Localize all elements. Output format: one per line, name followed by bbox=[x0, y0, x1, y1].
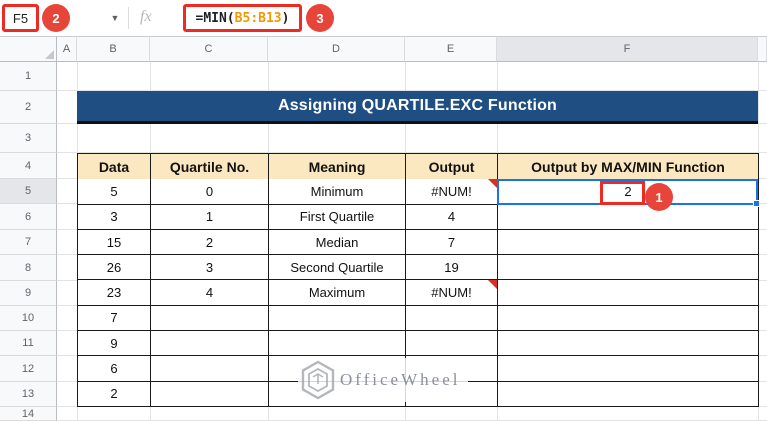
table-cell-r9c5[interactable] bbox=[498, 280, 759, 306]
column-header-e[interactable]: E bbox=[405, 36, 497, 62]
formula-input[interactable]: =MIN(B5:B13) bbox=[183, 4, 302, 32]
annotation-step-3-label: 3 bbox=[316, 10, 324, 26]
column-header-b[interactable]: B bbox=[77, 36, 150, 62]
table-cell-r7c1[interactable]: 15 bbox=[78, 229, 151, 256]
officewheel-watermark: OfficeWheel bbox=[298, 358, 469, 402]
table-cell-r13c5[interactable] bbox=[498, 381, 759, 407]
row-header-3[interactable]: 3 bbox=[0, 124, 57, 153]
table-cell-r13c1[interactable]: 2 bbox=[78, 381, 151, 407]
table-cell-r6c2[interactable]: 1 bbox=[151, 204, 269, 230]
banner-title: Assigning QUARTILE.EXC Function bbox=[277, 97, 558, 114]
table-header-5[interactable]: Output by MAX/MIN Function bbox=[498, 154, 759, 180]
table-header-1[interactable]: Data bbox=[78, 154, 151, 180]
table-cell-r7c3[interactable]: Median bbox=[269, 229, 406, 256]
table-header-3[interactable]: Meaning bbox=[269, 154, 406, 180]
table-cell-r10c4[interactable] bbox=[406, 305, 498, 332]
select-all-corner[interactable] bbox=[0, 36, 57, 62]
row-header-9[interactable]: 9 bbox=[0, 281, 57, 306]
row-header-4[interactable]: 4 bbox=[0, 153, 57, 179]
annotation-step-2-badge: 2 bbox=[42, 4, 70, 32]
column-header-c[interactable]: C bbox=[150, 36, 268, 62]
formula-prefix: =MIN( bbox=[195, 10, 235, 26]
error-note-corner-icon bbox=[488, 179, 497, 189]
table-cell-r7c5[interactable] bbox=[498, 229, 759, 256]
column-header-d[interactable]: D bbox=[268, 36, 405, 62]
table-cell-r8c2[interactable]: 3 bbox=[151, 255, 269, 281]
column-header-partial[interactable] bbox=[758, 36, 767, 62]
fx-glyph: fx bbox=[140, 8, 152, 25]
table-cell-r7c2[interactable]: 2 bbox=[151, 229, 269, 256]
row-header-7[interactable]: 7 bbox=[0, 230, 57, 255]
table-cell-r8c1[interactable]: 26 bbox=[78, 255, 151, 281]
annotation-step-3-badge: 3 bbox=[306, 4, 334, 32]
table-header-4[interactable]: Output bbox=[406, 154, 498, 180]
table-cell-r9c4[interactable]: #NUM! bbox=[406, 280, 498, 306]
table-cell-r11c3[interactable] bbox=[269, 331, 406, 357]
annotation-step-1-label: 1 bbox=[655, 189, 663, 205]
formula-bar: F5 2 ▼ fx =MIN(B5:B13) 3 bbox=[0, 0, 767, 36]
row-header-10[interactable]: 10 bbox=[0, 306, 57, 331]
watermark-text: OfficeWheel bbox=[340, 370, 461, 389]
annotation-step-1-badge: 1 bbox=[645, 183, 673, 211]
table-cell-r8c3[interactable]: Second Quartile bbox=[269, 255, 406, 281]
row-header-11[interactable]: 11 bbox=[0, 331, 57, 356]
table-cell-r11c2[interactable] bbox=[151, 331, 269, 357]
table-cell-r5c4[interactable]: #NUM! bbox=[406, 179, 498, 205]
table-cell-r13c2[interactable] bbox=[151, 381, 269, 407]
table-cell-r12c1[interactable]: 6 bbox=[78, 356, 151, 382]
row-header-13[interactable]: 13 bbox=[0, 382, 57, 407]
formula-suffix: ) bbox=[281, 10, 290, 26]
name-box-value: F5 bbox=[12, 10, 29, 26]
table-cell-r6c3[interactable]: First Quartile bbox=[269, 204, 406, 230]
table-cell-r10c2[interactable] bbox=[151, 305, 269, 332]
officewheel-hexagon-logo bbox=[301, 360, 335, 400]
row-header-1[interactable]: 1 bbox=[0, 62, 57, 91]
fx-icon: fx bbox=[140, 8, 152, 26]
caret-glyph: ▼ bbox=[110, 13, 120, 23]
formula-range: B5:B13 bbox=[234, 10, 282, 26]
table-cell-r8c4[interactable]: 19 bbox=[406, 255, 498, 281]
table-cell-r10c5[interactable] bbox=[498, 305, 759, 332]
table-cell-r6c5[interactable] bbox=[498, 204, 759, 230]
annotation-step-2-label: 2 bbox=[52, 10, 60, 26]
formula-bar-divider bbox=[128, 7, 129, 29]
table-cell-r10c1[interactable]: 7 bbox=[78, 305, 151, 332]
table-cell-r10c3[interactable] bbox=[269, 305, 406, 332]
table-cell-r11c5[interactable] bbox=[498, 331, 759, 357]
table-cell-r12c5[interactable] bbox=[498, 356, 759, 382]
table-cell-r5c1[interactable]: 5 bbox=[78, 179, 151, 205]
table-cell-r8c5[interactable] bbox=[498, 255, 759, 281]
table-cell-r5c3[interactable]: Minimum bbox=[269, 179, 406, 205]
column-header-f[interactable]: F bbox=[497, 36, 758, 62]
name-box-dropdown-icon[interactable]: ▼ bbox=[106, 0, 124, 36]
column-header-a[interactable]: A bbox=[57, 36, 77, 62]
row-header-8[interactable]: 8 bbox=[0, 255, 57, 281]
select-all-triangle-icon bbox=[45, 50, 54, 59]
table-cell-r11c1[interactable]: 9 bbox=[78, 331, 151, 357]
table-cell-r7c4[interactable]: 7 bbox=[406, 229, 498, 256]
table-cell-r6c4[interactable]: 4 bbox=[406, 204, 498, 230]
table-cell-r9c1[interactable]: 23 bbox=[78, 280, 151, 306]
gridline bbox=[57, 90, 767, 91]
table-cell-r9c3[interactable]: Maximum bbox=[269, 280, 406, 306]
row-header-12[interactable]: 12 bbox=[0, 356, 57, 382]
error-note-corner-icon bbox=[488, 280, 497, 290]
annotation-box-result bbox=[600, 181, 645, 205]
row-header-2[interactable]: 2 bbox=[0, 91, 57, 124]
table-cell-r12c2[interactable] bbox=[151, 356, 269, 382]
gridline bbox=[57, 152, 767, 153]
table-cell-r6c1[interactable]: 3 bbox=[78, 204, 151, 230]
table-cell-r9c2[interactable]: 4 bbox=[151, 280, 269, 306]
title-banner-cell[interactable]: Assigning QUARTILE.EXC Function bbox=[77, 91, 758, 124]
row-header-5[interactable]: 5 bbox=[0, 179, 57, 204]
table-cell-r5c2[interactable]: 0 bbox=[151, 179, 269, 205]
fill-handle[interactable] bbox=[753, 200, 760, 207]
row-header-14[interactable]: 14 bbox=[0, 407, 57, 421]
table-header-2[interactable]: Quartile No. bbox=[151, 154, 269, 180]
table-cell-r11c4[interactable] bbox=[406, 331, 498, 357]
row-header-6[interactable]: 6 bbox=[0, 204, 57, 230]
name-box[interactable]: F5 bbox=[2, 4, 39, 32]
